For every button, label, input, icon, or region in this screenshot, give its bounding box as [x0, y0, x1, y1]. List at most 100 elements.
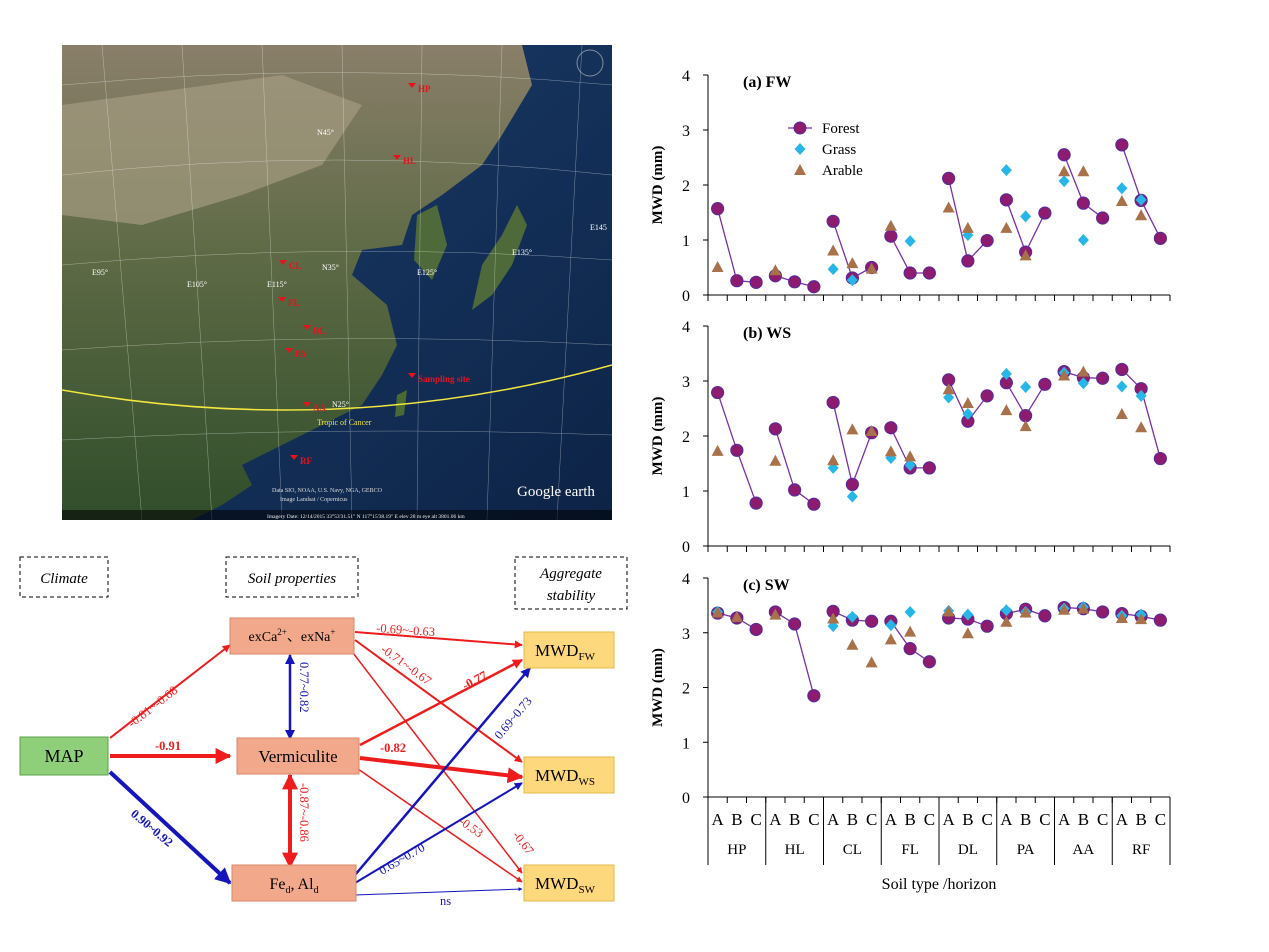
- node-ex-box: [229, 617, 355, 655]
- forest-point: [922, 655, 936, 669]
- chart-title: (a) FW: [743, 74, 791, 91]
- forest-point: [788, 483, 802, 497]
- node-ex-a: exCa: [249, 630, 279, 645]
- y-tick-label: 2: [682, 681, 690, 698]
- horizon-label: C: [1097, 810, 1108, 829]
- google-earth-logo: Google earth: [517, 484, 595, 500]
- forest-point: [1096, 371, 1110, 385]
- arable-point: [1058, 165, 1071, 177]
- horizon-label: B: [1020, 810, 1031, 829]
- label-ex-verm: 0.77~0.82: [297, 662, 311, 713]
- arable-point: [1077, 602, 1090, 614]
- legend-arable-marker: [794, 164, 806, 175]
- grass-point: [1135, 389, 1147, 402]
- horizon-label: C: [1155, 810, 1166, 829]
- site-aa: AA: [313, 403, 326, 413]
- legend-forest-marker: [793, 121, 807, 135]
- grass-point: [1077, 377, 1089, 390]
- grass-point: [1116, 182, 1128, 195]
- arable-point: [1115, 611, 1128, 623]
- grass-point: [827, 263, 839, 276]
- forest-point: [922, 266, 936, 280]
- node-ws-sub: WS: [578, 776, 595, 788]
- arable-point: [1115, 408, 1128, 419]
- forest-point: [1076, 196, 1090, 210]
- compass-icon[interactable]: [576, 49, 604, 77]
- site-fl: FL: [288, 298, 300, 308]
- arable-point: [711, 606, 724, 618]
- label-map-verm: -0.91: [155, 739, 181, 753]
- horizon-label: A: [1058, 810, 1071, 829]
- arable-point: [1135, 209, 1148, 221]
- arable-point: [884, 219, 897, 231]
- y-tick-label: 3: [682, 374, 690, 391]
- y-tick-label: 0: [682, 288, 690, 305]
- node-sw: MWDSW: [535, 874, 596, 896]
- arrow-verm-sw: [357, 768, 523, 883]
- soil-title: Soil properties: [248, 571, 336, 587]
- legend: Forest Grass Arable: [788, 121, 863, 179]
- arable-point: [827, 454, 840, 466]
- horizon-label: A: [769, 810, 782, 829]
- image-credits: Image Landsat / Copernicus: [280, 497, 348, 503]
- taiwan: [395, 390, 407, 417]
- horizon-label: B: [904, 810, 915, 829]
- y-tick-label: 0: [682, 539, 690, 556]
- grass-point: [1020, 210, 1032, 223]
- forest-point: [980, 233, 994, 248]
- arrow-map-fe: [108, 770, 232, 885]
- node-ws-box: [523, 756, 615, 794]
- horizon-label: C: [924, 810, 935, 829]
- arrow-ex-sw: [349, 648, 523, 874]
- soil-type-label: RF: [1132, 842, 1150, 858]
- node-fe-box: [231, 864, 357, 902]
- agg-title-1: Aggregate: [539, 566, 602, 582]
- grass-point: [1077, 234, 1089, 246]
- tropic-of-cancer-line: [62, 364, 612, 411]
- horizon-label: B: [1078, 810, 1089, 829]
- node-fw-main: MWD: [535, 641, 578, 660]
- grass-point: [846, 610, 858, 623]
- node-ex-sup-a: 2+: [277, 627, 287, 637]
- chart-panel-1: 0 1 2 3 4 (a) FW MWD (mm) Forest Grass Arable: [650, 68, 1171, 305]
- y-tick-label: 0: [682, 790, 690, 807]
- forest-point: [1057, 148, 1071, 162]
- grass-point: [1135, 193, 1147, 206]
- arable-point: [1058, 603, 1071, 615]
- agg-title-box: [514, 556, 628, 610]
- horizon-label: A: [1116, 810, 1129, 829]
- chart-panel-2: 0 1 2 3 4 (b) WS MWD (mm): [650, 319, 1171, 556]
- forest-point: [999, 193, 1013, 207]
- horizon-label: C: [866, 810, 877, 829]
- forest-point: [826, 395, 840, 410]
- arable-point: [1019, 606, 1032, 618]
- arable-point: [1077, 365, 1090, 377]
- node-ex: exCa2+、exNa+: [249, 627, 336, 645]
- forest-point: [1019, 409, 1033, 423]
- grass-point: [1058, 175, 1070, 188]
- arable-point: [942, 383, 955, 395]
- forest-point: [730, 443, 744, 457]
- chart-title: (c) SW: [743, 577, 790, 594]
- arable-point: [1058, 369, 1071, 381]
- site-dl: DL: [313, 326, 326, 336]
- arable-point: [961, 397, 974, 408]
- chart-title: (b) WS: [743, 325, 791, 342]
- arrow-verm-fw: [359, 658, 523, 747]
- node-fe-sub-b: d: [314, 885, 319, 896]
- y-tick-label: 4: [682, 68, 690, 85]
- horizon-label: B: [847, 810, 858, 829]
- arrow-fe-fw: [354, 667, 531, 876]
- sampling-site-map: Tropic of Cancer N45° N35° N25° E95° E10…: [62, 45, 612, 520]
- status-bar-text: Imagery Date: 12/14/2015 33°53'31.51" N …: [267, 513, 465, 520]
- node-fe: Fed, Ald: [269, 876, 318, 896]
- forest-line: [832, 402, 873, 487]
- legend-label: Forest: [822, 121, 860, 137]
- horizon-label: C: [750, 810, 761, 829]
- x-axis-label: Soil type /horizon: [882, 876, 997, 893]
- node-verm: Vermiculite: [258, 747, 337, 766]
- site-hl: HL: [403, 156, 416, 166]
- soil-type-label: AA: [1073, 842, 1095, 858]
- node-sw-main: MWD: [535, 874, 578, 893]
